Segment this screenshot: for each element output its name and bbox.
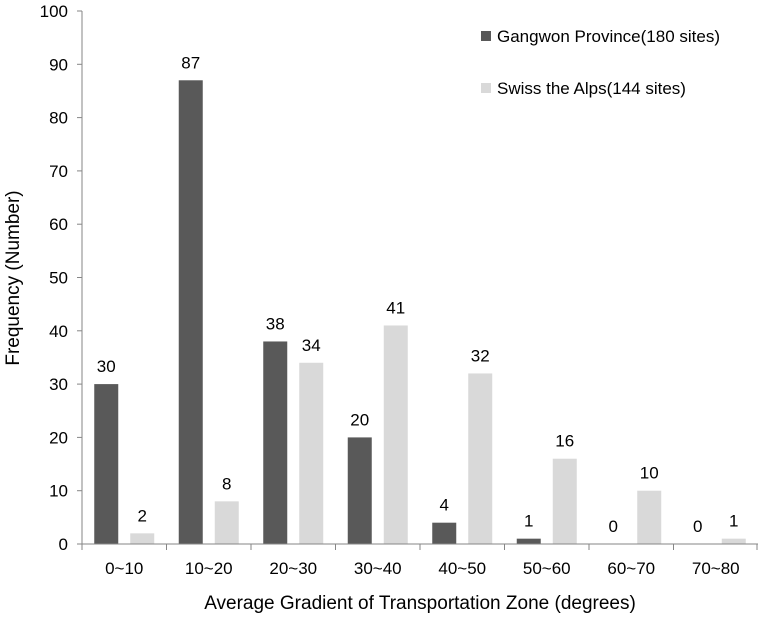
bar-gangwon	[432, 522, 457, 544]
legend: Gangwon Province(180 sites) Swiss the Al…	[481, 27, 720, 98]
bar-gangwon	[263, 341, 288, 544]
bar-swiss-alps	[468, 373, 493, 544]
x-tick-label: 30~40	[354, 559, 402, 578]
legend-label-swiss-alps: Swiss the Alps(144 sites)	[497, 79, 686, 98]
bar-swiss-alps	[552, 458, 577, 544]
data-label-gangwon: 0	[693, 517, 702, 536]
y-tick-label: 10	[49, 482, 68, 501]
x-tick-label: 20~30	[269, 559, 317, 578]
x-tick-label: 60~70	[607, 559, 655, 578]
data-label-swiss-alps: 32	[471, 346, 490, 365]
y-tick-label: 60	[49, 215, 68, 234]
data-label-swiss-alps: 41	[386, 298, 405, 317]
bar-gangwon	[347, 437, 372, 544]
bar-swiss-alps	[214, 501, 239, 544]
bar-gangwon	[516, 538, 541, 544]
legend-swatch-swiss-alps	[481, 83, 491, 93]
data-label-gangwon: 4	[440, 496, 449, 515]
y-tick-label: 80	[49, 109, 68, 128]
y-tick-label: 20	[49, 428, 68, 447]
bar-swiss-alps	[383, 325, 408, 544]
x-axis-ticks: 0~10 10~20 20~30 30~40 40~50 50~60 60~70 70~80	[81, 544, 758, 578]
data-label-gangwon: 38	[266, 314, 285, 333]
data-label-swiss-alps: 2	[138, 506, 147, 525]
data-label-swiss-alps: 8	[222, 474, 231, 493]
bar-gangwon	[94, 384, 119, 544]
x-axis-title: Average Gradient of Transportation Zone …	[204, 593, 636, 614]
x-tick-label: 0~10	[105, 559, 143, 578]
bar-swiss-alps	[299, 362, 324, 544]
data-label-gangwon: 20	[350, 410, 369, 429]
bar-gangwon	[178, 80, 203, 544]
y-tick-label: 30	[49, 375, 68, 394]
x-tick-label: 50~60	[523, 559, 571, 578]
x-tick-label: 40~50	[438, 559, 486, 578]
y-axis-title: Frequency (Number)	[3, 190, 24, 365]
data-label-gangwon: 30	[97, 357, 116, 376]
y-tick-label: 70	[49, 162, 68, 181]
data-label-gangwon: 0	[609, 517, 618, 536]
y-tick-label: 100	[40, 2, 68, 21]
legend-label-gangwon: Gangwon Province(180 sites)	[497, 27, 720, 46]
y-tick-label: 90	[49, 55, 68, 74]
data-label-swiss-alps: 34	[302, 336, 321, 355]
data-label-gangwon: 87	[181, 53, 200, 72]
legend-swatch-gangwon	[481, 31, 491, 41]
data-label-swiss-alps: 1	[729, 512, 738, 531]
bar-swiss-alps	[130, 533, 155, 544]
y-tick-label: 40	[49, 322, 68, 341]
bars	[94, 80, 746, 544]
data-label-gangwon: 1	[524, 512, 533, 531]
bar-swiss-alps	[721, 538, 746, 544]
y-tick-label: 0	[59, 535, 68, 554]
y-tick-label: 50	[49, 269, 68, 288]
bar-swiss-alps	[637, 490, 662, 544]
x-tick-label: 10~20	[185, 559, 233, 578]
data-label-swiss-alps: 16	[555, 432, 574, 451]
data-label-swiss-alps: 10	[640, 464, 659, 483]
x-tick-label: 70~80	[692, 559, 740, 578]
y-axis-ticks: 0 10 20 30 40 50 60 70 80 90 100	[40, 2, 82, 554]
